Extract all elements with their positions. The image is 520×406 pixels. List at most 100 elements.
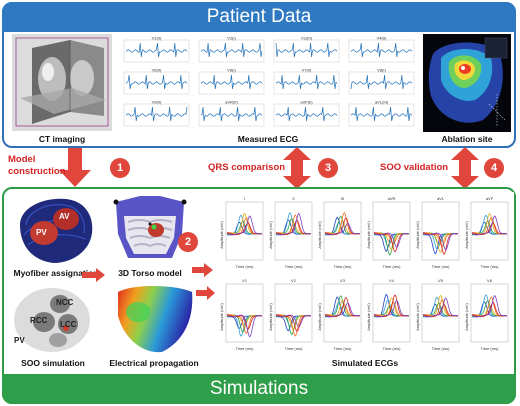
simulated-lead-label: V2 bbox=[291, 278, 297, 283]
simulated-ecg-trace bbox=[324, 302, 360, 318]
time-axis-label: Time (ms) bbox=[432, 346, 451, 351]
simulated-ecg-trace bbox=[471, 215, 507, 236]
model-construction-label-2: construction bbox=[8, 166, 66, 177]
measured-ecg-trace bbox=[275, 106, 338, 122]
measured-lead-panel: V7(II) bbox=[273, 68, 340, 95]
simulations-footer: Simulations bbox=[2, 374, 516, 404]
ablation-site-caption: Ablation site bbox=[441, 134, 493, 144]
time-axis-label: Time (ms) bbox=[383, 264, 402, 269]
measured-lead-label: V5(II) bbox=[152, 68, 162, 73]
step-3-badge: 3 bbox=[318, 158, 338, 178]
time-axis-label: Time (ms) bbox=[481, 264, 500, 269]
measured-ecg-trace bbox=[200, 106, 263, 122]
measured-lead-panel: aVR(II) bbox=[198, 100, 265, 127]
simulated-ecg-trace bbox=[226, 215, 262, 236]
simulated-ecg-trace bbox=[275, 314, 311, 328]
measured-lead-label: V2(I) bbox=[227, 36, 236, 41]
simulated-lead-panel: V4 Time (ms) Amplitude (mV) bbox=[366, 278, 411, 351]
measured-ecg-trace bbox=[200, 42, 263, 58]
simulated-ecg-trace bbox=[324, 222, 360, 236]
myofiber-to-torso-arrow bbox=[82, 268, 106, 282]
measured-lead-label: V9(II) bbox=[152, 100, 162, 105]
time-axis-label: Time (ms) bbox=[285, 346, 304, 351]
simulated-lead-label: V1 bbox=[242, 278, 248, 283]
measured-lead-label: V1(III) bbox=[301, 36, 313, 41]
simulated-lead-panel: aVL Time (ms) Amplitude (mV) bbox=[415, 196, 460, 269]
simulated-lead-panel: V1 Time (ms) Amplitude (mV) bbox=[219, 278, 264, 351]
step-4-badge: 4 bbox=[484, 158, 504, 178]
time-axis-label: Time (ms) bbox=[236, 264, 255, 269]
measured-lead-panel: V4(II) bbox=[348, 36, 415, 63]
simulated-lead-label: V6 bbox=[487, 278, 493, 283]
measured-ecg-grid: V1(II) V2(I) V1(III) V4(II) V5(II) V6(I) V7(II… bbox=[118, 34, 418, 132]
measured-ecg-trace bbox=[275, 74, 338, 90]
soo-simulation-caption: SOO simulation bbox=[21, 358, 85, 368]
step-2-badge: 2 bbox=[178, 232, 198, 252]
measured-lead-label: aVL(III) bbox=[375, 100, 389, 105]
simulated-lead-panel: V3 Time (ms) Amplitude (mV) bbox=[317, 278, 362, 351]
ct-imaging-caption: CT imaging bbox=[38, 134, 86, 144]
ct-image bbox=[12, 34, 112, 131]
measured-ecg-trace bbox=[125, 74, 188, 90]
amplitude-axis-label: Amplitude (mV) bbox=[219, 303, 224, 331]
torso-caption: 3D Torso model bbox=[118, 268, 182, 278]
time-axis-label: Time (ms) bbox=[334, 264, 353, 269]
amplitude-axis-label: Amplitude (mV) bbox=[366, 221, 371, 249]
simulated-lead-label: V3 bbox=[340, 278, 346, 283]
measured-lead-panel: aVF(II) bbox=[273, 100, 340, 127]
lcc-label: LCC bbox=[60, 320, 77, 329]
amplitude-axis-label: Amplitude (mV) bbox=[219, 221, 224, 249]
amplitude-axis-label: Amplitude (mV) bbox=[268, 303, 273, 331]
simulated-lead-panel: I Time (ms) Amplitude (mV) bbox=[219, 196, 264, 269]
amplitude-axis-label: Amplitude (mV) bbox=[415, 303, 420, 331]
measured-lead-label: V6(I) bbox=[227, 68, 236, 73]
measured-lead-label: V4(II) bbox=[377, 36, 387, 41]
measured-lead-label: V7(II) bbox=[302, 68, 312, 73]
simulated-lead-label: aVL bbox=[437, 196, 445, 201]
amplitude-axis-label: Amplitude (mV) bbox=[268, 221, 273, 249]
measured-ecg-trace bbox=[200, 74, 263, 90]
measured-lead-panel: aVL(III) bbox=[348, 100, 415, 127]
simulated-lead-label: I bbox=[244, 196, 245, 201]
simulated-lead-label: aVF bbox=[486, 196, 494, 201]
measured-lead-panel: V5(II) bbox=[123, 68, 190, 95]
measured-lead-panel: V9(II) bbox=[123, 100, 190, 127]
measured-lead-panel: V1(III) bbox=[273, 36, 340, 63]
pv-label: PV bbox=[36, 228, 47, 237]
amplitude-axis-label: Amplitude (mV) bbox=[464, 303, 469, 331]
measured-ecg-trace bbox=[125, 106, 188, 122]
simulated-lead-panel: aVF Time (ms) Amplitude (mV) bbox=[464, 196, 509, 269]
time-axis-label: Time (ms) bbox=[236, 346, 255, 351]
simulated-lead-label: V5 bbox=[438, 278, 444, 283]
qrs-comparison-arrow bbox=[282, 147, 312, 189]
measured-lead-label: aVR(II) bbox=[225, 100, 238, 105]
measured-ecg-caption: Measured ECG bbox=[237, 134, 299, 144]
simulated-ecg-trace bbox=[226, 314, 262, 338]
amplitude-axis-label: Amplitude (mV) bbox=[317, 221, 322, 249]
electrical-propagation-map bbox=[112, 282, 196, 356]
simulated-ecgs-caption: Simulated ECGs bbox=[331, 358, 399, 368]
ablation-map bbox=[423, 34, 511, 132]
amplitude-axis-label: Amplitude (mV) bbox=[366, 303, 371, 331]
propagation-to-ecg-arrow bbox=[196, 286, 216, 300]
simulated-ecg-trace bbox=[422, 297, 458, 318]
simulated-ecg-trace bbox=[471, 294, 507, 318]
model-construction-label-1: Model bbox=[8, 154, 36, 165]
soo-validation-arrow bbox=[450, 147, 480, 189]
time-axis-label: Time (ms) bbox=[383, 346, 402, 351]
measured-ecg-trace bbox=[125, 42, 188, 58]
simulated-lead-panel: II Time (ms) Amplitude (mV) bbox=[268, 196, 313, 269]
simulated-lead-panel: V2 Time (ms) Amplitude (mV) bbox=[268, 278, 313, 351]
simulated-lead-panel: aVR Time (ms) Amplitude (mV) bbox=[366, 196, 411, 269]
simulated-lead-panel: V5 Time (ms) Amplitude (mV) bbox=[415, 278, 460, 351]
measured-lead-panel: V2(I) bbox=[198, 36, 265, 63]
ncc-label: NCC bbox=[56, 298, 74, 307]
simulated-lead-label: III bbox=[341, 196, 344, 201]
measured-lead-panel: V6(I) bbox=[198, 68, 265, 95]
time-axis-label: Time (ms) bbox=[285, 264, 304, 269]
torso-model bbox=[110, 194, 190, 266]
simulated-lead-label: II bbox=[292, 196, 294, 201]
torso-to-ecg-arrow bbox=[192, 263, 214, 277]
measured-lead-label: aVF(II) bbox=[300, 100, 313, 105]
simulated-lead-label: V4 bbox=[389, 278, 395, 283]
